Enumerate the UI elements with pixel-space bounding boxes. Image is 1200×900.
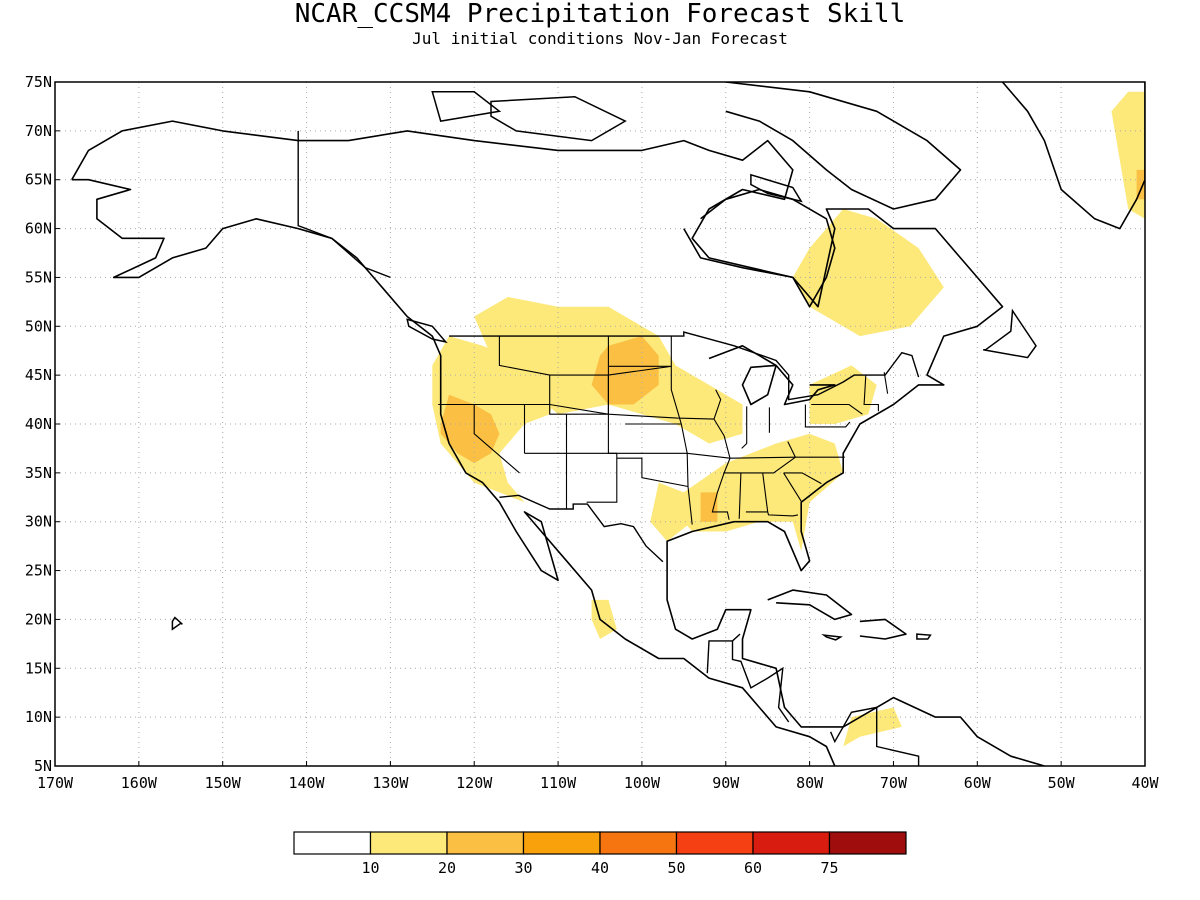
state-line-ky-va bbox=[787, 441, 796, 458]
state-line-ny-pa bbox=[811, 403, 863, 415]
longitude-labels: 170W 160W 150W 140W 130W 120W 110W 100W 90W 80W 70… bbox=[37, 761, 1160, 792]
colorbar-label: 30 bbox=[514, 859, 532, 877]
border-mexico-guatemala bbox=[706, 633, 741, 674]
state-line-ca-nv bbox=[473, 404, 520, 474]
lat-tick-label: 10N bbox=[25, 708, 52, 726]
colorbar-swatch bbox=[446, 831, 525, 855]
map-title: NCAR_CCSM4 Precipitation Forecast Skill bbox=[295, 0, 905, 29]
border-us-mexico bbox=[499, 494, 664, 563]
skill-region-colombia bbox=[843, 707, 902, 747]
coastline-pacific-coast bbox=[71, 178, 836, 766]
border-alaska-canada bbox=[297, 130, 391, 279]
skill-region-quebec-labrador bbox=[792, 209, 944, 337]
island-puerto-rico bbox=[916, 633, 932, 640]
state-line-oh-pa bbox=[804, 404, 851, 428]
lat-tick-label: 55N bbox=[25, 268, 52, 286]
colorbar-swatch bbox=[369, 831, 448, 855]
state-line-nh-me bbox=[883, 372, 889, 394]
border-central-america bbox=[731, 640, 790, 723]
lat-tick-label: 35N bbox=[25, 464, 52, 482]
state-line-il-in bbox=[741, 406, 748, 449]
state-line-nd-sd-ne-ks bbox=[586, 336, 618, 503]
lat-tick-label: 75N bbox=[25, 73, 52, 91]
latitude-labels: 75N 70N 65N 60N 55N 50N 45N 40N 35N 30N 25N 20N 15N 1… bbox=[25, 73, 60, 775]
lon-tick-label: 50W bbox=[1048, 774, 1076, 792]
lat-tick-label: 60N bbox=[25, 220, 52, 238]
colorbar-swatch bbox=[522, 831, 601, 855]
lat-tick-label: 40N bbox=[25, 415, 52, 433]
skill-region-greenland-core bbox=[1136, 169, 1145, 200]
skill-region-northeast bbox=[809, 365, 877, 424]
coastline-north-america bbox=[71, 120, 1045, 766]
lat-tick-label: 50N bbox=[25, 317, 52, 335]
lat-tick-label: 65N bbox=[25, 171, 52, 189]
skill-region-california-great-basin bbox=[440, 394, 500, 464]
lon-tick-label: 110W bbox=[540, 774, 577, 792]
colorbar-swatch bbox=[828, 831, 907, 855]
lon-tick-label: 70W bbox=[880, 774, 908, 792]
lon-tick-label: 170W bbox=[37, 774, 74, 792]
lon-tick-label: 150W bbox=[205, 774, 242, 792]
lat-tick-label: 25N bbox=[25, 562, 52, 580]
lon-tick-label: 40W bbox=[1131, 774, 1159, 792]
state-line-plains-east bbox=[670, 336, 693, 525]
lat-tick-label: 30N bbox=[25, 513, 52, 531]
lat-tick-label: 20N bbox=[25, 610, 52, 628]
colorbar-swatch bbox=[599, 831, 678, 855]
state-line-ga-sc bbox=[783, 472, 802, 502]
lat-tick-label: 45N bbox=[25, 366, 52, 384]
coastline-layer bbox=[71, 82, 1145, 766]
colorbar-label: 40 bbox=[591, 859, 609, 877]
lon-tick-label: 120W bbox=[456, 774, 493, 792]
island-newfoundland bbox=[983, 308, 1037, 359]
lon-tick-label: 160W bbox=[121, 774, 158, 792]
coastline-baffin bbox=[725, 82, 962, 210]
colorbar-swatch bbox=[752, 831, 831, 855]
lon-tick-label: 100W bbox=[624, 774, 661, 792]
skill-region-texas-gulf bbox=[650, 482, 693, 542]
island-southampton bbox=[750, 173, 803, 203]
border-us-canada bbox=[449, 331, 920, 401]
lon-tick-label: 90W bbox=[712, 774, 740, 792]
colorbar-label: 20 bbox=[438, 859, 456, 877]
lon-tick-label: 80W bbox=[796, 774, 824, 792]
state-line-nc-sc bbox=[783, 472, 822, 485]
lon-tick-label: 60W bbox=[964, 774, 992, 792]
colorbar-label: 75 bbox=[820, 859, 838, 877]
state-line-nm-tx bbox=[616, 457, 689, 488]
state-line-tn-line bbox=[723, 456, 796, 474]
state-line-ms-river bbox=[711, 389, 731, 520]
border-panama-colombia bbox=[829, 706, 920, 766]
island-banks-island bbox=[431, 91, 502, 122]
colorbar: 10 20 30 40 50 60 75 bbox=[293, 831, 907, 877]
graticule bbox=[55, 82, 1145, 766]
island-victoria-island bbox=[490, 95, 627, 142]
lat-tick-label: 15N bbox=[25, 659, 52, 677]
coastline-greenland bbox=[1001, 82, 1145, 230]
lon-tick-label: 130W bbox=[372, 774, 409, 792]
colorbar-label: 60 bbox=[744, 859, 762, 877]
colorbar-label: 50 bbox=[667, 859, 685, 877]
state-line-ga-line bbox=[745, 472, 799, 517]
colorbar-swatch bbox=[675, 831, 754, 855]
island-jamaica bbox=[821, 634, 843, 641]
lon-tick-label: 140W bbox=[288, 774, 325, 792]
island-hawaii bbox=[171, 616, 183, 631]
coastline-hudson-bay bbox=[683, 188, 836, 308]
map-subtitle: Jul initial conditions Nov-Jan Forecast bbox=[412, 29, 788, 48]
coastline-great-lakes bbox=[708, 344, 836, 406]
skill-region-louisiana-core bbox=[700, 492, 718, 522]
lat-tick-label: 70N bbox=[25, 122, 52, 140]
lat-tick-label: 5N bbox=[34, 757, 52, 775]
coastline-hispaniola bbox=[859, 618, 907, 640]
state-line-al-ga bbox=[738, 472, 742, 519]
colorbar-label: 10 bbox=[361, 859, 379, 877]
coastline-cuba bbox=[767, 589, 853, 621]
state-line-new-england bbox=[863, 375, 879, 412]
colorbar-swatch bbox=[293, 831, 372, 855]
island-vancouver-island bbox=[406, 318, 448, 344]
